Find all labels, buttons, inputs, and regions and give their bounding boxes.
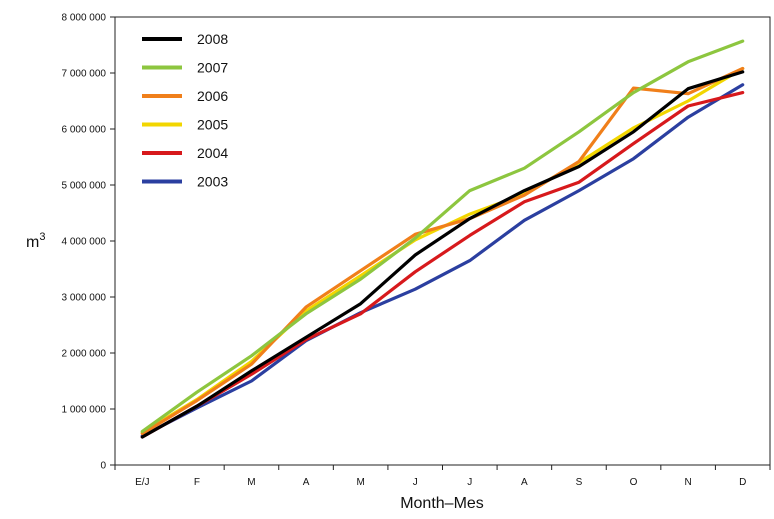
x-tick-label: A (303, 477, 310, 488)
x-tick-label: E/J (135, 477, 149, 488)
y-tick-label: 2 000 000 (62, 349, 107, 360)
x-tick-label: O (630, 477, 638, 488)
legend-label-2004: 2004 (197, 145, 228, 161)
x-tick-label: D (739, 477, 746, 488)
series-line-2003 (140, 83, 745, 438)
x-tick-label: M (356, 477, 364, 488)
legend-label-2005: 2005 (197, 117, 228, 133)
y-axis-title-superscript: 3 (39, 231, 45, 243)
series-lines (140, 39, 745, 439)
x-tick-label: S (576, 477, 583, 488)
y-tick-label: 5 000 000 (62, 181, 107, 192)
x-axis-title: Month–Mes (400, 495, 484, 512)
y-tick-label: 1 000 000 (62, 405, 107, 416)
series-line-2006 (140, 66, 745, 436)
x-tick-label: N (685, 477, 692, 488)
y-tick-label: 0 (100, 461, 106, 472)
x-tick-label: M (247, 477, 255, 488)
y-axis-title: m3 (26, 231, 45, 251)
series-line-2007 (140, 39, 745, 433)
legend: 2008 2007 2006 2005 2004 2003 (142, 31, 228, 190)
x-tick-label: F (194, 477, 200, 488)
y-tick-label: 4 000 000 (62, 237, 107, 248)
series-line-2004 (140, 90, 745, 439)
legend-label-2003: 2003 (197, 174, 228, 190)
y-tick-label: 6 000 000 (62, 125, 107, 136)
x-axis: E/J F M A M J J A S O N D (114, 465, 771, 488)
y-tick-label: 7 000 000 (62, 69, 107, 80)
y-axis-title-base: m (26, 234, 39, 251)
x-tick-label: J (467, 477, 472, 488)
legend-label-2007: 2007 (197, 60, 228, 76)
series-line-2008 (140, 70, 745, 439)
legend-label-2008: 2008 (197, 31, 228, 47)
y-tick-label: 3 000 000 (62, 293, 107, 304)
y-tick-label: 8 000 000 (62, 13, 107, 24)
x-tick-label: A (521, 477, 528, 488)
y-axis: 0 1 000 000 2 000 000 3 000 000 4 000 000 5 0… (62, 13, 115, 472)
legend-label-2006: 2006 (197, 88, 228, 104)
x-tick-label: J (413, 477, 418, 488)
